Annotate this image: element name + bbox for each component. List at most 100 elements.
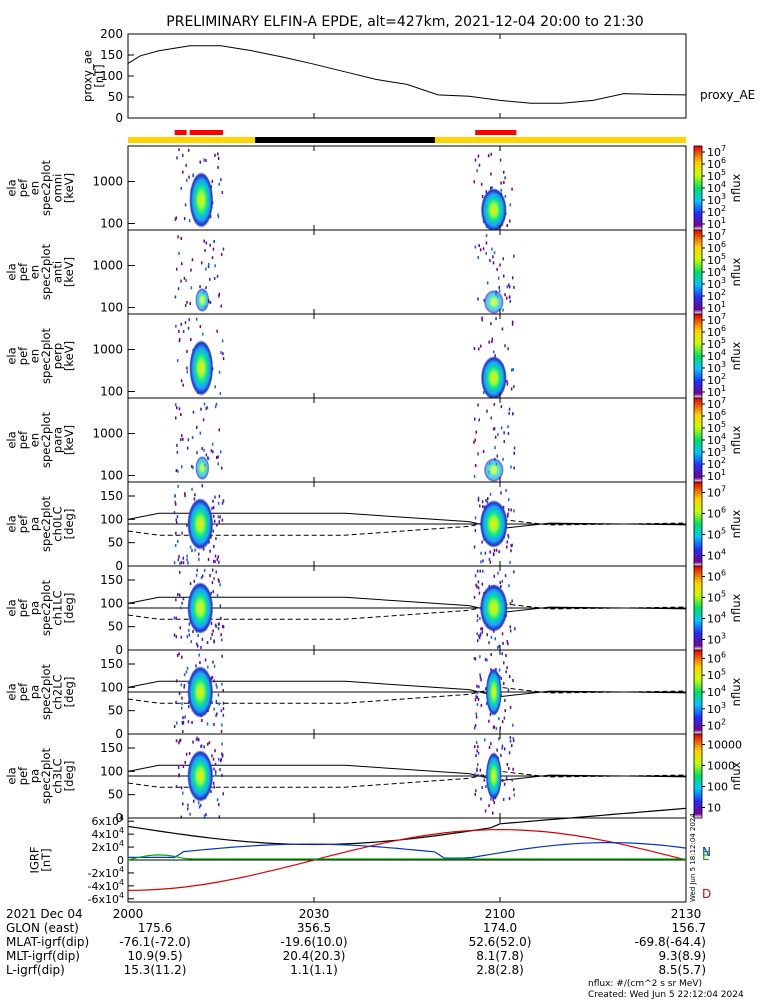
axis-row-value: 15.3(11.2) — [124, 963, 187, 977]
colorbar-tick-label: 106 — [707, 408, 726, 423]
igrf-ylabel: IGRF[nT] — [27, 847, 53, 874]
pa-pixel — [505, 670, 507, 674]
pa-pixel — [501, 652, 503, 656]
pa-ylabel-line: pa — [27, 769, 41, 783]
colorbar-tick-label: 1000 — [707, 760, 735, 773]
pa-pixel — [488, 719, 490, 723]
pa-pixel — [480, 551, 482, 555]
pa-pixel — [508, 797, 511, 801]
spec-pixel — [503, 181, 505, 184]
pa-pixel — [203, 569, 206, 572]
pa-pixel — [509, 625, 511, 629]
colorbar-tick-label: 105 — [707, 527, 726, 542]
pa-pixel — [474, 772, 476, 776]
pa-pixel — [481, 630, 484, 634]
pa-pixel — [179, 738, 182, 742]
pa-pixel — [499, 581, 501, 585]
colorbar-tick-label: 105 — [707, 667, 726, 682]
spec-pixel — [203, 239, 205, 243]
pa-pixel — [176, 515, 179, 519]
spec-pixel — [215, 402, 218, 406]
pa-pixel — [504, 698, 506, 702]
spec-pixel — [209, 277, 211, 281]
pa-pixel — [482, 569, 484, 573]
spec-ylabel-line: [keV] — [62, 341, 76, 371]
spec-pixel — [485, 241, 488, 245]
pa-pixel — [475, 695, 477, 699]
spec-pixel — [481, 316, 483, 320]
spec-pixel — [209, 301, 212, 304]
pa-pixel — [506, 640, 508, 644]
colorbar-tick-label: 104 — [707, 611, 726, 626]
spec-ylabel-line: spec2plot — [39, 243, 53, 300]
spec-pixel — [220, 253, 223, 257]
colorbar-tick-label: 105 — [707, 252, 726, 267]
colorbar — [693, 649, 703, 735]
spec-pixel — [219, 450, 222, 454]
spec-pixel — [502, 257, 504, 261]
pa-pixel — [203, 814, 206, 818]
colorbar-label-group: nflux — [729, 173, 743, 202]
pa-pixel — [489, 492, 492, 496]
spec-pixel — [474, 464, 477, 467]
spec-pixel — [175, 416, 177, 420]
pa-pixel — [180, 606, 182, 610]
spec-pixel — [208, 262, 210, 266]
pa-pixel — [512, 723, 514, 727]
pa-pixel — [477, 496, 480, 500]
pa-pixel — [205, 813, 207, 817]
spec-pixel — [182, 170, 184, 174]
pa-pixel — [193, 579, 195, 583]
igrf-legend-N: N — [702, 845, 711, 859]
spec-ylabel-line: pef — [16, 178, 30, 197]
pa-pixel — [201, 574, 204, 578]
pa-ytick-label: 150 — [100, 741, 123, 755]
spec-pixel — [481, 318, 483, 322]
science-zone-marker — [189, 130, 223, 135]
pa-ylabel-line: [deg] — [62, 593, 76, 624]
spec-pixel — [496, 267, 498, 271]
pa-pixel — [182, 730, 184, 733]
spec-pixel — [511, 187, 513, 191]
pa-pixel — [477, 586, 480, 590]
spec-pixel — [185, 279, 187, 283]
pa-pixel — [504, 574, 507, 578]
spec-ylabel-line: ela — [4, 179, 18, 196]
pa-pixel — [182, 556, 185, 560]
pa-pixel — [212, 757, 215, 761]
spec-pixel — [508, 285, 511, 289]
pa-pixel — [180, 635, 183, 639]
ae-ylabel-line: [nT] — [92, 64, 106, 87]
pa-pixel — [485, 785, 487, 788]
pa-pixel — [480, 703, 483, 707]
spec-pixel — [478, 163, 481, 167]
pa-pixel — [219, 515, 221, 519]
pa-ylabel-line: spec2plot — [39, 495, 53, 552]
pa-pixel — [176, 721, 178, 725]
spec-ylabel-line: spec2plot — [39, 411, 53, 468]
pa-pixel — [211, 581, 214, 585]
pa-pixel — [175, 785, 178, 789]
spec-pixel — [477, 452, 479, 456]
colorbar-tick-label: 102 — [707, 718, 726, 733]
igrf-ytick-label: 6x104 — [91, 813, 124, 828]
spec-ylabel-line: en — [27, 181, 41, 195]
pa-pixel — [507, 688, 510, 692]
pa-pixel — [213, 640, 215, 644]
pa-pixel — [174, 543, 177, 547]
pa-pixel — [190, 640, 192, 644]
pa-pixel — [481, 627, 484, 631]
pa-pixel — [477, 773, 479, 777]
pa-pixel — [181, 706, 183, 710]
pa-pixel — [498, 737, 500, 741]
pa-pixel — [479, 675, 482, 679]
colorbar-tick-label: 103 — [707, 701, 726, 716]
pa-pixel — [220, 729, 223, 733]
pa-pixel — [214, 749, 216, 753]
pa-pixel — [183, 673, 186, 677]
pa-pixel — [474, 529, 477, 533]
spec-pixel — [504, 293, 506, 297]
pa-pixel — [479, 504, 481, 508]
